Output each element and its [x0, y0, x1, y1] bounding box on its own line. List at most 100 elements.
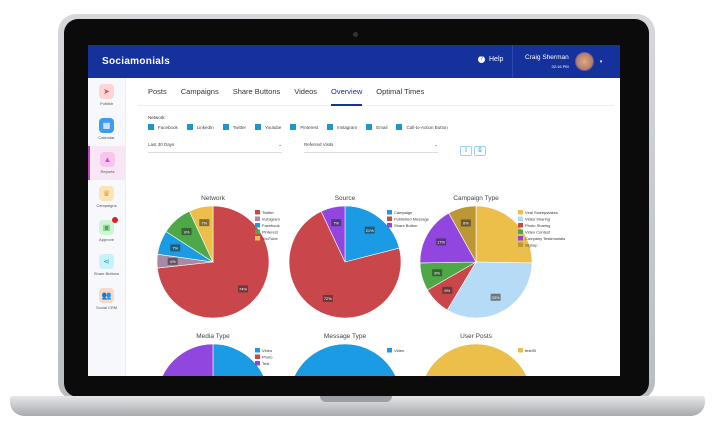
legend-label[interactable]: Viral Sweepstakes [525, 210, 558, 215]
pie-slice-test95[interactable] [420, 343, 532, 376]
legend-swatch [518, 216, 523, 221]
tab-campaigns[interactable]: Campaigns [180, 86, 219, 96]
legend-label[interactable]: Video Contest [525, 230, 551, 235]
data-label: 7% [172, 246, 178, 251]
checkbox-checked-icon [327, 124, 334, 130]
legend-label[interactable]: Video [262, 348, 273, 353]
chart-title: Media Type [196, 333, 230, 340]
calendar-icon: ▦ [99, 118, 114, 133]
legend-label[interactable]: Pinterest [262, 230, 279, 235]
data-label-bg [436, 238, 447, 246]
checkbox-checked-icon [255, 124, 262, 130]
tab-posts[interactable]: Posts [148, 86, 167, 96]
legend-label[interactable]: Facebook [262, 223, 280, 228]
data-label: 8% [463, 221, 469, 226]
sidebar-item-label: Campaigns [96, 203, 117, 208]
checkbox-youtube[interactable]: Youtube [255, 124, 281, 130]
pie-slice-text[interactable] [157, 343, 214, 376]
sidebar-item-label: Calendar [98, 135, 115, 140]
checkbox-pinterest[interactable]: Pinterest [290, 124, 318, 130]
data-label: 74% [239, 287, 247, 292]
legend-swatch [255, 210, 260, 215]
checkbox-label: LinkedIn [196, 124, 214, 130]
metric-select[interactable]: Referred Visits ⌄ [304, 142, 438, 153]
pie-slice-video-sharing[interactable] [446, 261, 533, 319]
chevron-down-icon: ⌄ [434, 141, 438, 147]
users-icon: 👥 [99, 288, 114, 303]
pie-slice-campaign[interactable] [344, 205, 400, 263]
legend-swatch [518, 242, 523, 247]
tab-share-buttons[interactable]: Share Buttons [232, 86, 281, 96]
chart-title: Message Type [324, 333, 367, 340]
tab-optimal-times[interactable]: Optimal Times [376, 86, 425, 96]
legend-label[interactable]: Text [262, 361, 270, 366]
legend-swatch [387, 223, 392, 228]
charts-area: Network 74% 4% 7% 9% 7% Twitter InstagramFacebo… [156, 195, 565, 376]
legend-label[interactable]: Company Testimonials [525, 236, 565, 241]
legend-label[interactable]: Signup [525, 243, 538, 248]
data-label: 72% [324, 296, 332, 301]
data-label-bg [181, 228, 192, 236]
legend-label[interactable]: Photo [262, 355, 273, 360]
laptop-base [10, 396, 705, 416]
checkbox-facebook[interactable]: Facebook [148, 124, 178, 130]
sidebar-item-calendar[interactable]: ▦ Calendar [88, 112, 125, 146]
network-label: Network: [148, 115, 166, 120]
legend-swatch [518, 223, 523, 228]
legend-swatch [255, 216, 260, 221]
pie-slice-company-testimonials[interactable] [419, 212, 477, 264]
data-label-bg [364, 226, 375, 234]
legend-swatch [255, 361, 260, 366]
pie-slice-published-message[interactable] [288, 210, 402, 319]
chart-title: Campaign Type [453, 195, 499, 202]
sidebar-item-publish[interactable]: ➤ Publish [88, 78, 125, 112]
legend-label[interactable]: Published Message [394, 217, 430, 222]
logo[interactable]: Sociamonials [102, 56, 171, 67]
legend-label[interactable]: Video [394, 348, 405, 353]
print-icon[interactable]: ⎙ [474, 146, 486, 156]
data-label: 33% [492, 295, 500, 300]
checkbox-instagram[interactable]: Instagram [327, 124, 357, 130]
export-pdf-icon[interactable]: ▯ [460, 146, 472, 156]
legend-label[interactable]: Video Sharing [525, 217, 550, 222]
checkbox-call-to-action-button[interactable]: Call-to-Action Button [396, 124, 448, 130]
sidebar-item-share-buttons[interactable]: ⋖ Share Buttons [88, 248, 125, 282]
legend-swatch [255, 229, 260, 234]
data-label-bg [322, 294, 333, 302]
pie-slice-video[interactable] [212, 343, 269, 376]
legend-label[interactable]: test95 [525, 348, 537, 353]
legend-swatch [255, 348, 260, 353]
pie-slice-video[interactable] [289, 343, 401, 376]
help-button[interactable]: ? Help [478, 56, 503, 63]
sidebar-item-campaigns[interactable]: ♛ Campaigns [88, 180, 125, 214]
legend-label[interactable]: Instagram [262, 217, 280, 222]
tab-videos[interactable]: Videos [294, 86, 318, 96]
checkbox-email[interactable]: Email [366, 124, 387, 130]
data-label-bg [442, 286, 453, 294]
data-label-bg [238, 285, 249, 293]
chart-icon: ▲ [100, 152, 115, 167]
legend-label[interactable]: Photo Sharing [525, 223, 550, 228]
camera [353, 32, 358, 37]
sidebar-item-approve[interactable]: ▣ Approve [88, 214, 125, 248]
data-label: 8% [444, 288, 450, 293]
checkbox-twitter[interactable]: Twitter [222, 124, 246, 130]
checkbox-checked-icon [222, 124, 229, 130]
date-range-select[interactable]: Last 30 Days ⌄ [148, 142, 282, 153]
help-label: Help [489, 56, 504, 63]
tab-overview[interactable]: Overview [331, 78, 363, 106]
question-icon: ? [478, 56, 485, 63]
legend-label[interactable]: Campaign [394, 210, 412, 215]
legend-label[interactable]: Share Button [394, 223, 417, 228]
pie-slice-viral-sweepstakes[interactable] [475, 205, 533, 264]
checkbox-label: Call-to-Action Button [406, 124, 448, 130]
data-label-bg [432, 269, 443, 277]
sidebar-item-social-crm[interactable]: 👥 Social CRM [88, 282, 125, 316]
user-menu[interactable]: Craig Sherman 02:16 PM ▾ [512, 45, 602, 78]
legend-swatch [387, 348, 392, 353]
legend-swatch [518, 229, 523, 234]
sidebar-item-reports[interactable]: ▲ Reports [88, 146, 125, 180]
legend-label[interactable]: YouTube [262, 236, 278, 241]
checkbox-linkedin[interactable]: LinkedIn [186, 124, 214, 130]
legend-label[interactable]: Twitter [262, 210, 274, 215]
